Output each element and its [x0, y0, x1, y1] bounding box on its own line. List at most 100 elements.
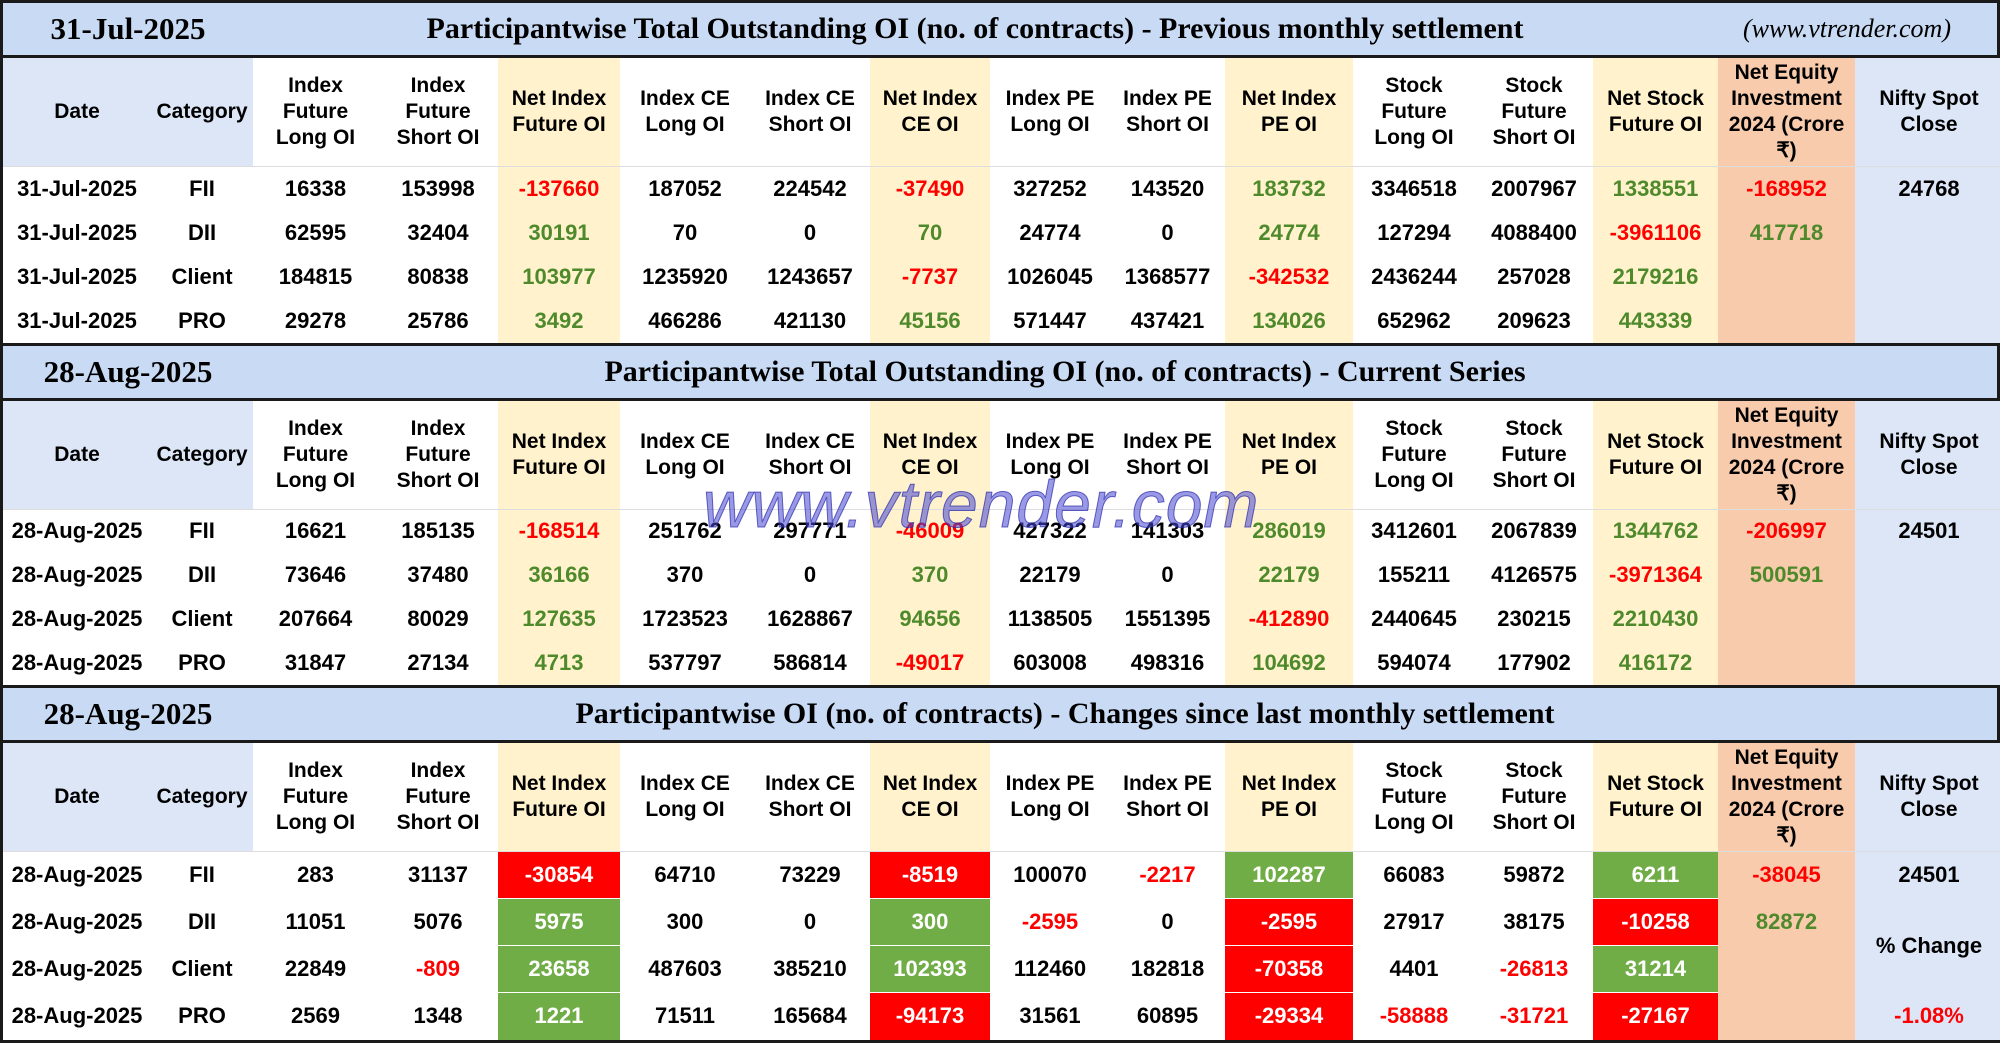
column-header: Net Index PE OI	[1225, 400, 1353, 510]
column-header: Date	[3, 58, 151, 167]
cell-value: 427322	[990, 509, 1110, 553]
cell-value: 103977	[498, 254, 620, 299]
cell-value: 22179	[1225, 553, 1353, 597]
header-row: Date Category Index Future Long OI Index Fu…	[3, 400, 2000, 510]
row-label: Client	[151, 945, 253, 993]
cell-value: 11051	[253, 898, 378, 946]
column-header: Net Index Future OI	[498, 400, 620, 510]
cell-value: 165684	[750, 992, 870, 1040]
cell-value: 498316	[1110, 641, 1225, 685]
section-date: 31-Jul-2025	[50, 11, 206, 46]
cell-value: 500591	[1718, 553, 1855, 597]
cell-value: 4401	[1353, 945, 1475, 993]
cell-value: -412890	[1225, 597, 1353, 641]
cell-value: 31137	[378, 851, 498, 899]
cell-value: 153998	[378, 166, 498, 211]
cell-value: -26813	[1475, 945, 1593, 993]
section-title: Participantwise Total Outstanding OI (no…	[604, 354, 1526, 388]
cell-value: 112460	[990, 945, 1110, 993]
cell-value: -809	[378, 945, 498, 993]
cell-value: -7737	[870, 254, 990, 299]
cell-value: 224542	[750, 166, 870, 211]
row-label: 28-Aug-2025	[3, 641, 151, 685]
column-header: Index PE Short OI	[1110, 400, 1225, 510]
cell-value: 71511	[620, 992, 750, 1040]
cell-value: 36166	[498, 553, 620, 597]
column-header: Nifty Spot Close	[1855, 743, 2000, 852]
cell-value: 102393	[870, 945, 990, 993]
title-bar: 28-Aug-2025 Participantwise Total Outstan…	[3, 345, 1997, 401]
column-header: Net Index Future OI	[498, 743, 620, 852]
cell-value	[1718, 298, 1855, 343]
cell-value: 257028	[1475, 254, 1593, 299]
row-label: 31-Jul-2025	[3, 298, 151, 343]
cell-value: 31561	[990, 992, 1110, 1040]
data-table: Date Category Index Future Long OI Index Fu…	[3, 400, 2000, 685]
row-label: 31-Jul-2025	[3, 254, 151, 299]
cell-value: 207664	[253, 597, 378, 641]
cell-value: 1723523	[620, 597, 750, 641]
cell-value: -10258	[1593, 898, 1718, 946]
cell-value: 437421	[1110, 298, 1225, 343]
data-table: Date Category Index Future Long OI Index Fu…	[3, 743, 2000, 1040]
cell-value: 571447	[990, 298, 1110, 343]
cell-value: -137660	[498, 166, 620, 211]
data-row: 28-Aug-2025 Client 207664 80029 127635 172352…	[3, 597, 2000, 641]
section-date: 28-Aug-2025	[43, 353, 213, 389]
cell-value: 73229	[750, 851, 870, 899]
section: 28-Aug-2025 Participantwise OI (no. of co…	[0, 685, 2000, 1043]
cell-value: 155211	[1353, 553, 1475, 597]
cell-value: 16338	[253, 166, 378, 211]
column-header: Nifty Spot Close	[1855, 58, 2000, 167]
data-row: 31-Jul-2025 DII 62595 32404 30191 70 0 70 24774 0…	[3, 210, 2000, 343]
cell-value	[1718, 992, 1855, 1040]
cell-value: 80838	[378, 254, 498, 299]
cell-value: 300	[870, 898, 990, 946]
cell-value: 73646	[253, 553, 378, 597]
cell-value: 4126575	[1475, 553, 1593, 597]
cell-value: 0	[750, 898, 870, 946]
column-header: Category	[151, 743, 253, 852]
column-header: Index CE Short OI	[750, 58, 870, 167]
cell-value	[1718, 641, 1855, 685]
row-label: 28-Aug-2025	[3, 851, 151, 899]
row-label: 28-Aug-2025	[3, 992, 151, 1040]
column-header: Index PE Long OI	[990, 400, 1110, 510]
column-header: Date	[3, 400, 151, 510]
cell-value: -206997	[1718, 509, 1855, 553]
cell-value: 300	[620, 898, 750, 946]
data-row: 28-Aug-2025 PRO 2569 1348 1221 71511 165684 -94…	[3, 992, 2000, 1040]
cell-value: -342532	[1225, 254, 1353, 299]
column-header: Index PE Long OI	[990, 58, 1110, 167]
cell-value: 5975	[498, 898, 620, 946]
cell-value: 537797	[620, 641, 750, 685]
cell-value: 2007967	[1475, 166, 1593, 211]
row-label: PRO	[151, 298, 253, 343]
cell-value: 487603	[620, 945, 750, 993]
cell-value: 66083	[1353, 851, 1475, 899]
cell-value: 1138505	[990, 597, 1110, 641]
nifty-close: 24501	[1855, 509, 2000, 553]
cell-value: 6211	[1593, 851, 1718, 899]
cell-value: -37490	[870, 166, 990, 211]
nifty-empty	[1855, 553, 2000, 685]
cell-value: 102287	[1225, 851, 1353, 899]
cell-value: 183732	[1225, 166, 1353, 211]
cell-value: 94656	[870, 597, 990, 641]
cell-value: 1338551	[1593, 166, 1718, 211]
cell-value: 24774	[1225, 210, 1353, 255]
column-header: Index CE Long OI	[620, 58, 750, 167]
cell-value: 38175	[1475, 898, 1593, 946]
column-header: Net Index PE OI	[1225, 743, 1353, 852]
cell-value: 31847	[253, 641, 378, 685]
row-label: 28-Aug-2025	[3, 945, 151, 993]
column-header: Index PE Short OI	[1110, 743, 1225, 852]
cell-value: -58888	[1353, 992, 1475, 1040]
cell-value: 327252	[990, 166, 1110, 211]
cell-value: 1243657	[750, 254, 870, 299]
cell-value: 2569	[253, 992, 378, 1040]
cell-value: 185135	[378, 509, 498, 553]
cell-value: -3961106	[1593, 210, 1718, 255]
cell-value: -168514	[498, 509, 620, 553]
cell-value: 143520	[1110, 166, 1225, 211]
